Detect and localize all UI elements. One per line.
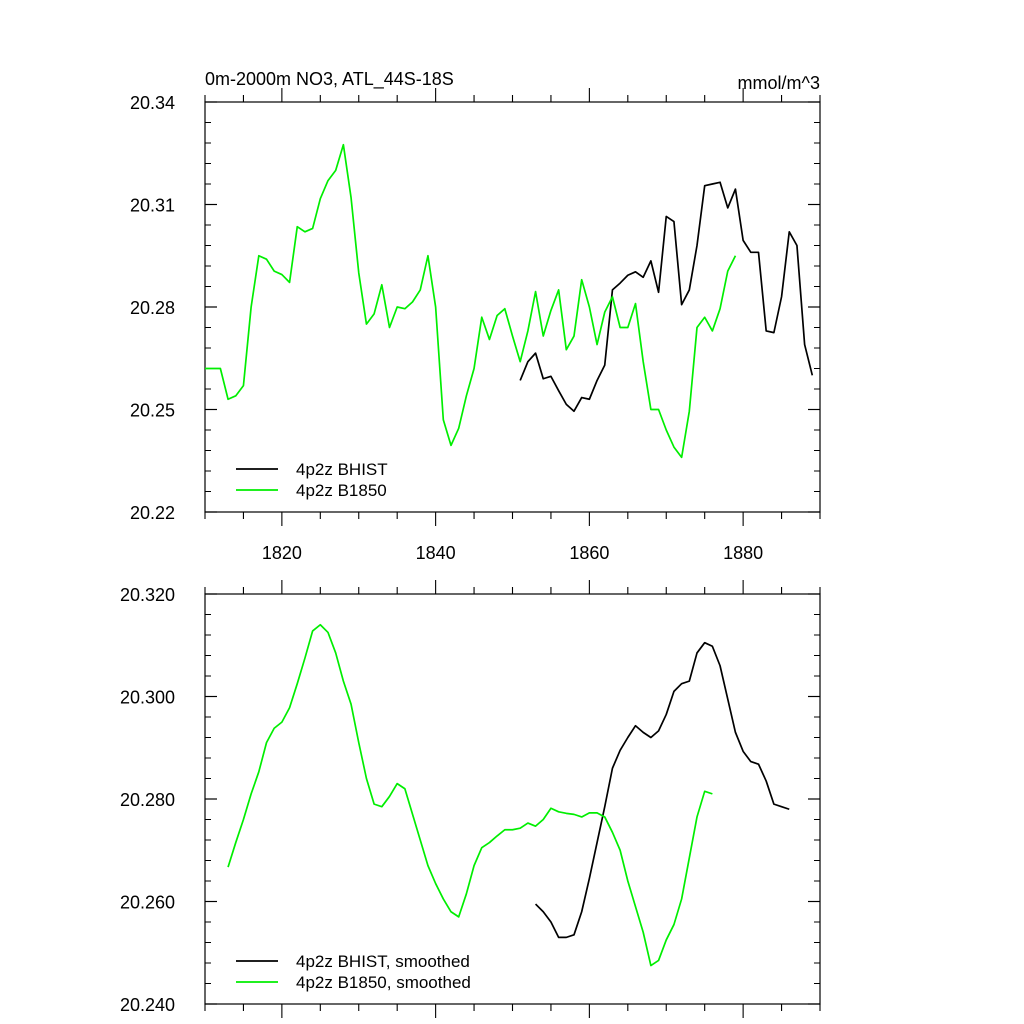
series-line-0 [534,641,790,939]
y-tick-label: 20.300 [120,688,175,708]
chart-title: 0m-2000m NO3, ATL_44S-18S [205,69,454,90]
series-line-1 [227,623,713,967]
y-tick-label: 20.260 [120,893,175,913]
plot-frame [204,593,821,1005]
plot-frame [204,101,821,513]
legend-label-0: 4p2z BHIST, smoothed [296,952,470,971]
x-tick-label: 1880 [723,543,763,563]
y-tick-label: 20.31 [130,196,175,216]
units-label: mmol/m^3 [738,73,820,93]
top-panel: 20.22 20.25 20.28 20.31 20.34 1820 1840 1860 188… [130,69,821,563]
y-tick-label: 20.25 [130,401,175,421]
y-tick-label: 20.34 [130,93,175,113]
y-tick-label: 20.240 [120,995,175,1015]
x-tick-label: 1840 [416,543,456,563]
y-tick-label: 20.28 [130,298,175,318]
legend-label-1: 4p2z B1850 [296,481,387,500]
y-tick-label: 20.280 [120,790,175,810]
legend-label-1: 4p2z B1850, smoothed [296,973,471,992]
y-tick-label: 20.320 [120,585,175,605]
series-line-0 [519,181,814,413]
x-tick-label: 1820 [262,543,302,563]
legend-label-0: 4p2z BHIST [296,460,388,479]
y-tick-label: 20.22 [130,503,175,523]
x-tick-label: 1860 [569,543,609,563]
bottom-panel: 20.240 20.260 20.280 20.300 20.320 4p2z BHIST… [120,580,821,1018]
series-line-1 [205,143,737,459]
